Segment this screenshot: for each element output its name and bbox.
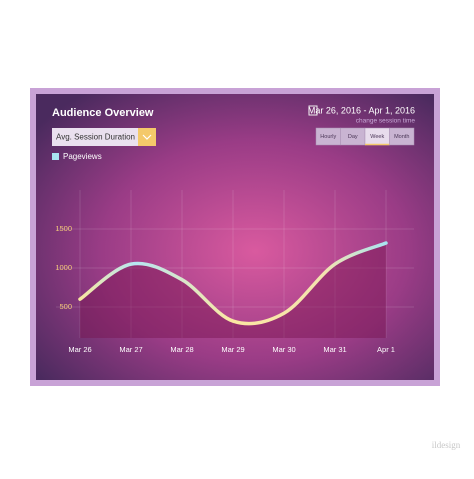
title: Audience Overview [52, 107, 154, 119]
legend-swatch [52, 153, 59, 160]
line [78, 241, 388, 326]
range-buttons: Hourly Day Week Month [315, 127, 415, 146]
area [80, 243, 386, 338]
date-range[interactable]: Mar 26, 2016 - Apr 1, 2016 [308, 105, 415, 115]
x-tick-label: Mar 28 [170, 345, 193, 354]
range-button-label: Week [370, 134, 384, 140]
change-link[interactable]: change session time [356, 118, 416, 125]
dropdown-arrow[interactable] [138, 128, 156, 146]
watermark: ildesign [432, 440, 461, 450]
x-tick-label: Mar 29 [221, 345, 244, 354]
legend: Pageviews [52, 152, 102, 161]
y-tick-label: 1000 [55, 263, 72, 272]
legend-label: Pageviews [63, 152, 102, 161]
y-tick-label: 1500 [55, 224, 72, 233]
calendar-icon [308, 105, 318, 116]
x-tick-label: Apr 1 [377, 345, 395, 354]
plot: 500 1000 1500 Mar 26 Mar 27 Mar 28 Mar 29 Mar 3… [55, 190, 414, 354]
arrow-icon [142, 134, 152, 140]
dropdown[interactable] [52, 128, 138, 146]
dropdown-label: Avg. Session Duration [56, 133, 135, 142]
range-button-label: Day [348, 134, 358, 140]
x-tick-label: Mar 26 [68, 345, 91, 354]
range-button-label: Month [394, 134, 409, 140]
x-tick-label: Mar 30 [272, 345, 295, 354]
x-tick-label: Mar 27 [119, 345, 142, 354]
x-tick-label: Mar 31 [323, 345, 346, 354]
range-button[interactable] [389, 127, 415, 146]
y-tick-label: 500 [59, 302, 72, 311]
range-button-label: Hourly [320, 134, 336, 140]
